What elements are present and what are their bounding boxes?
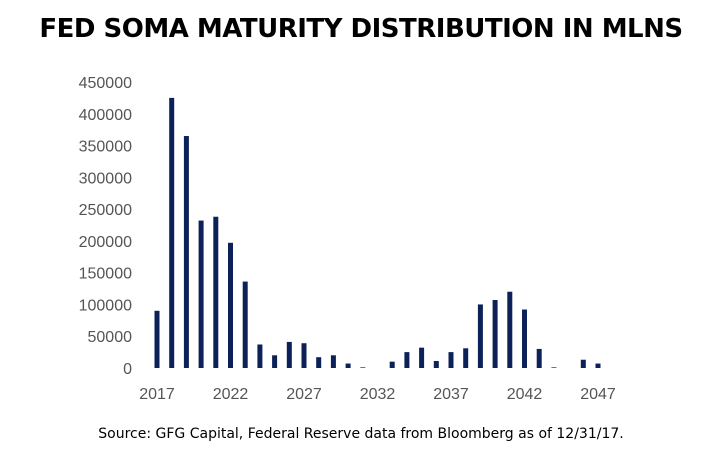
bar-2021 (213, 216, 219, 368)
bars (154, 97, 601, 368)
y-tick-label: 150000 (79, 266, 132, 283)
bar-2024 (257, 344, 263, 368)
bar-2037 (448, 352, 454, 368)
source-note: Source: GFG Capital, Federal Reserve dat… (98, 426, 624, 442)
bar-2041 (507, 291, 513, 368)
bar-2028 (316, 357, 322, 368)
y-tick-label: 450000 (79, 75, 132, 92)
x-tick-label: 2027 (286, 386, 322, 403)
bar-2038 (463, 348, 469, 368)
y-tick-label: 50000 (88, 329, 133, 346)
bar-2031 (360, 367, 366, 368)
y-tick-label: 0 (123, 361, 132, 378)
y-axis-ticks: 0 50000 100000 150000 200000 250000 300000 3500… (79, 75, 132, 378)
x-tick-label: 2042 (507, 386, 543, 403)
x-tick-label: 2022 (213, 386, 249, 403)
bar-2023 (242, 281, 248, 368)
y-tick-label: 400000 (79, 107, 132, 124)
bar-2027 (301, 343, 307, 368)
bar-2046 (580, 359, 586, 368)
x-axis-ticks: 2017 2022 2027 2032 2037 2042 2047 (139, 386, 616, 403)
bar-2029 (330, 355, 336, 368)
bar-2018 (169, 97, 175, 368)
y-tick-label: 250000 (79, 202, 132, 219)
bar-2042 (522, 309, 527, 368)
bar-2025 (272, 355, 278, 368)
bar-2033 (389, 361, 395, 368)
bar-2022 (228, 242, 233, 368)
bar-2030 (345, 363, 351, 368)
bar-2034 (404, 352, 410, 368)
bar-2043 (536, 348, 542, 368)
y-tick-label: 300000 (79, 170, 132, 187)
bar-2019 (183, 136, 189, 368)
x-tick-label: 2017 (139, 386, 175, 403)
x-tick-label: 2032 (360, 386, 396, 403)
x-tick-label: 2037 (433, 386, 469, 403)
bar-2035 (419, 347, 425, 368)
y-tick-label: 200000 (79, 234, 132, 251)
bar-2017 (154, 310, 160, 368)
chart-title: FED SOMA MATURITY DISTRIBUTION IN MLNS (39, 14, 683, 44)
bar-2026 (286, 341, 292, 368)
y-tick-label: 350000 (79, 139, 132, 156)
bar-2044 (551, 367, 557, 368)
bar-2040 (492, 299, 498, 368)
y-tick-label: 100000 (79, 297, 132, 314)
bar-2036 (433, 361, 439, 368)
bar-2020 (198, 220, 204, 368)
x-tick-label: 2047 (580, 386, 616, 403)
bar-2039 (477, 304, 483, 368)
bar-2047 (595, 363, 601, 368)
